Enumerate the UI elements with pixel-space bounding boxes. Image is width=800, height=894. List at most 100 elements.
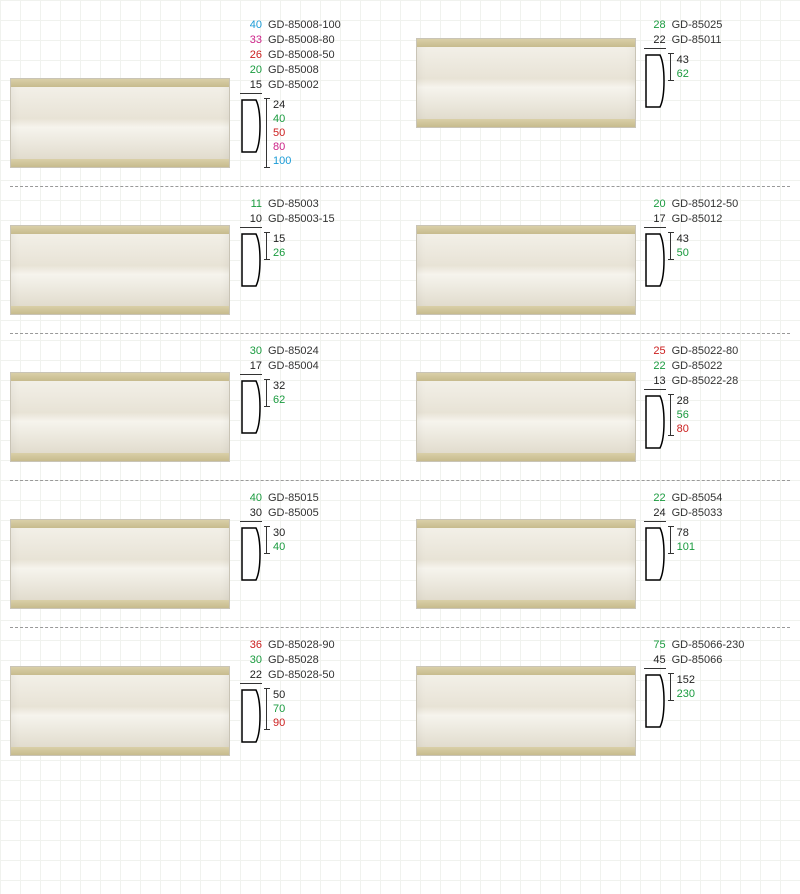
profile-icon: [644, 673, 666, 729]
product-cell: 28GD-8502522GD-850114362: [416, 18, 790, 168]
code-list: 25GD-85022-8022GD-8502213GD-85022-28: [644, 344, 739, 390]
diagram-row: 24405080100: [240, 98, 341, 168]
catalog-row: 11GD-8500310GD-85003-15152620GD-85012-50…: [10, 187, 790, 334]
dimension-list: 24405080100: [266, 98, 291, 168]
catalog-row: 40GD-85008-10033GD-85008-8026GD-85008-50…: [10, 8, 790, 187]
code-line: 10GD-85003-15: [240, 212, 335, 228]
code-number: 33: [240, 33, 262, 48]
product-info: 25GD-85022-8022GD-8502213GD-85022-282856…: [644, 344, 739, 450]
dimension-list: 507090: [266, 688, 285, 730]
code-number: 30: [240, 653, 262, 668]
catalog-grid: 40GD-85008-10033GD-85008-8026GD-85008-50…: [10, 8, 790, 774]
profile-icon: [240, 526, 262, 582]
dimension-list: 285680: [670, 394, 689, 436]
product-cell: 30GD-8502417GD-850043262: [10, 344, 384, 462]
code-line: 75GD-85066-230: [644, 638, 745, 653]
dimension-value: 78: [677, 526, 695, 540]
code-line: 13GD-85022-28: [644, 374, 739, 390]
dimension-value: 43: [677, 232, 689, 246]
code-number: 10: [240, 212, 262, 228]
code-line: 24GD-85033: [644, 506, 723, 522]
product-info: 20GD-85012-5017GD-850124350: [644, 197, 739, 288]
code-line: 22GD-85022: [644, 359, 739, 374]
catalog-row: 40GD-8501530GD-85005304022GD-8505424GD-8…: [10, 481, 790, 628]
code-name: GD-85012: [672, 212, 723, 227]
code-line: 36GD-85028-90: [240, 638, 335, 653]
profile-icon: [644, 232, 666, 288]
dimension-value: 80: [273, 140, 291, 154]
code-name: GD-85008-80: [268, 33, 335, 48]
code-line: 20GD-85008: [240, 63, 341, 78]
code-number: 30: [240, 344, 262, 359]
product-info: 11 GD-8500310GD-85003-15 1526: [240, 197, 335, 288]
code-number: 20: [240, 63, 262, 78]
product-info: 40GD-8501530GD-850053040: [240, 491, 319, 582]
dimension-value: 50: [677, 246, 689, 260]
dimension-value: 80: [677, 422, 689, 436]
dimension-list: 78101: [670, 526, 695, 554]
dimension-value: 32: [273, 379, 285, 393]
diagram-row: 507090: [240, 688, 335, 744]
dimension-value: 26: [273, 246, 285, 260]
code-line: 40 GD-85015: [240, 491, 319, 506]
code-number: 28: [644, 18, 666, 33]
code-name: GD-85003: [268, 197, 319, 212]
code-number: 17: [644, 212, 666, 228]
molding-photo: [10, 372, 230, 462]
code-name: GD-85011: [672, 33, 722, 48]
catalog-row: 36GD-85028-9030GD-8502822GD-85028-50 5070…: [10, 628, 790, 774]
product-info: 36GD-85028-9030GD-8502822GD-85028-50 5070…: [240, 638, 335, 744]
dimension-list: 3040: [266, 526, 285, 554]
catalog-row: 30GD-8502417GD-85004326225GD-85022-8022G…: [10, 334, 790, 481]
code-name: GD-85008-100: [268, 18, 341, 33]
diagram-row: 4350: [644, 232, 739, 288]
code-name: GD-85012-50: [672, 197, 739, 212]
profile-icon: [240, 232, 262, 288]
code-name: GD-85015: [268, 491, 319, 506]
code-name: GD-85028-50: [268, 668, 335, 683]
code-name: GD-85054: [672, 491, 723, 506]
dimension-value: 101: [677, 540, 695, 554]
dimension-value: 230: [677, 687, 695, 701]
code-number: 22: [644, 359, 666, 374]
dimension-list: 1526: [266, 232, 285, 260]
profile-icon: [240, 98, 262, 154]
code-list: 36GD-85028-9030GD-8502822GD-85028-50: [240, 638, 335, 684]
diagram-row: 4362: [644, 53, 723, 109]
dimension-value: 30: [273, 526, 285, 540]
code-list: 22 GD-8505424GD-85033: [644, 491, 723, 522]
product-cell: 36GD-85028-9030GD-8502822GD-85028-50 5070…: [10, 638, 384, 756]
code-name: GD-85004: [268, 359, 319, 374]
code-line: 22GD-85028-50: [240, 668, 335, 684]
code-line: 40GD-85008-100: [240, 18, 341, 33]
molding-photo: [416, 38, 636, 128]
code-name: GD-85022-80: [672, 344, 739, 359]
product-info: 75GD-85066-23045GD-85066 152230: [644, 638, 745, 729]
code-list: 75GD-85066-23045GD-85066: [644, 638, 745, 669]
dimension-value: 15: [273, 232, 285, 246]
molding-photo: [10, 519, 230, 609]
product-info: 28GD-8502522GD-850114362: [644, 18, 723, 109]
code-list: 40GD-8501530GD-85005: [240, 491, 319, 522]
code-number: 24: [644, 506, 666, 522]
dimension-value: 90: [273, 716, 285, 730]
profile-icon: [644, 526, 666, 582]
dimension-value: 70: [273, 702, 285, 716]
product-info: 40GD-85008-10033GD-85008-8026GD-85008-50…: [240, 18, 341, 168]
code-number: 40: [240, 491, 262, 506]
diagram-row: 152230: [644, 673, 745, 729]
code-number: 22: [644, 491, 666, 506]
code-number: 22: [644, 33, 666, 49]
code-name: GD-85002: [268, 78, 319, 93]
dimension-list: 152230: [670, 673, 695, 701]
code-number: 11: [240, 197, 262, 212]
code-line: 30GD-85028: [240, 653, 335, 668]
code-number: 15: [240, 78, 262, 94]
diagram-row: 3262: [240, 379, 319, 435]
code-number: 75: [644, 638, 666, 653]
code-number: 26: [240, 48, 262, 63]
molding-photo: [10, 225, 230, 315]
product-cell: 75GD-85066-23045GD-85066 152230: [416, 638, 790, 756]
profile-icon: [240, 688, 262, 744]
diagram-row: 3040: [240, 526, 319, 582]
